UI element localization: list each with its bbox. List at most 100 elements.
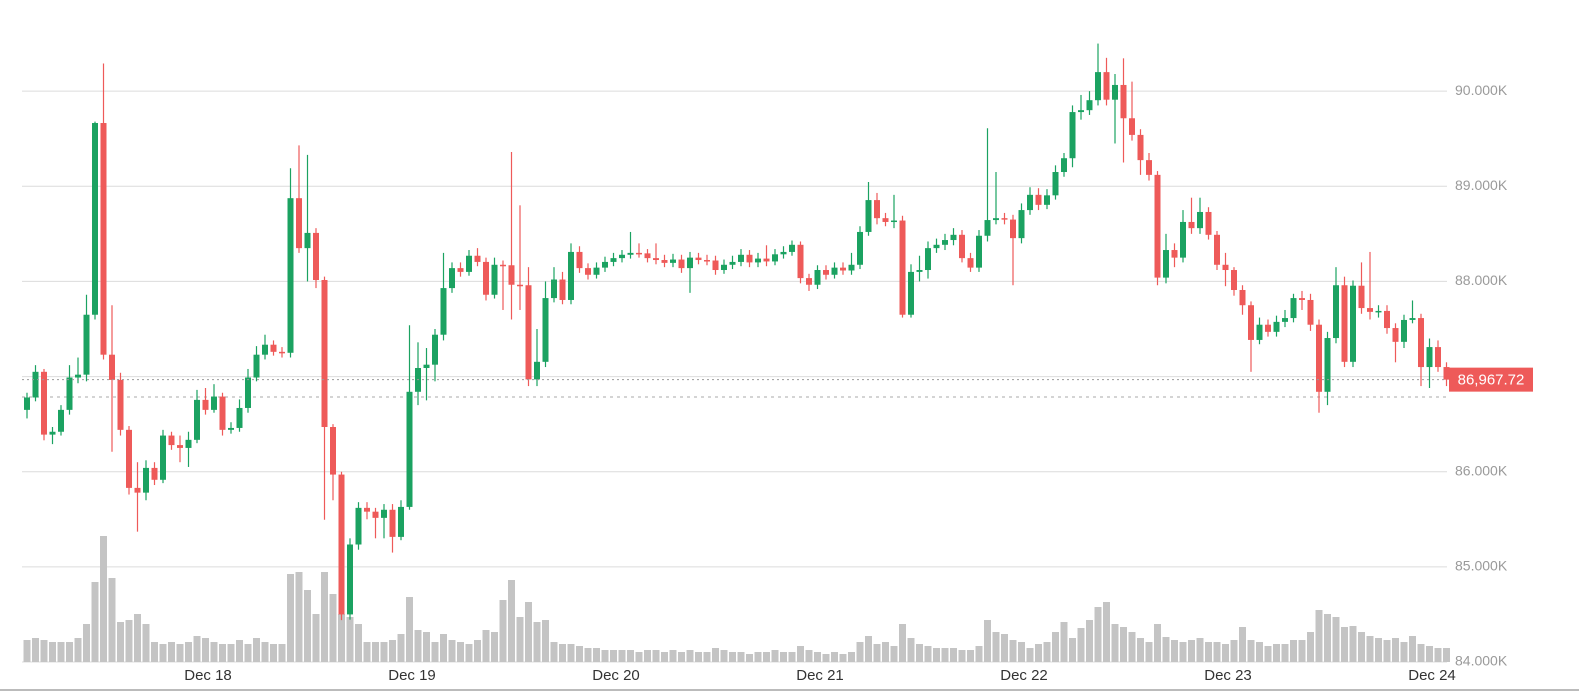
candle-body — [1324, 338, 1331, 392]
x-tick-label: Dec 22 — [1000, 667, 1048, 684]
volume-bar — [746, 654, 753, 662]
candle-body — [1222, 264, 1229, 271]
candle-body — [1426, 347, 1433, 368]
volume-bar — [1366, 636, 1374, 662]
volume-bar — [423, 632, 430, 662]
candle-body — [823, 270, 829, 275]
volume-bar — [1409, 636, 1416, 662]
volume-bar — [559, 644, 566, 662]
volume-bar — [593, 648, 600, 662]
volume-bar — [278, 644, 286, 662]
candle-body — [806, 278, 812, 285]
candle-body — [347, 544, 353, 615]
candle-body — [984, 220, 991, 236]
volume-bar — [193, 636, 201, 662]
candle-body — [177, 445, 183, 448]
candle-body — [228, 427, 234, 430]
candle-body — [313, 232, 319, 281]
candle-body — [882, 218, 889, 222]
candle-body — [1231, 270, 1237, 290]
volume-bar — [1137, 638, 1144, 662]
volume-bar — [754, 652, 762, 662]
candle-body — [763, 258, 770, 262]
candle-body — [789, 244, 795, 252]
candle-body — [449, 268, 455, 289]
candle-body — [661, 260, 668, 263]
volume-bar — [465, 644, 473, 662]
volume-bar — [1392, 638, 1399, 662]
volume-bar — [1009, 640, 1017, 662]
candle-body — [1154, 174, 1161, 278]
volume-bar — [355, 624, 362, 662]
volume-bar — [312, 614, 320, 662]
candle-body — [967, 258, 974, 268]
candle-body — [1409, 318, 1416, 320]
volume-bar — [712, 648, 719, 662]
candle-body — [942, 240, 948, 245]
volume-bar — [516, 617, 524, 662]
candle-body — [695, 257, 702, 261]
volume-bar — [1154, 624, 1161, 662]
volume-bar — [159, 644, 167, 662]
volume-bar — [1264, 646, 1272, 662]
candle-body — [891, 220, 897, 223]
volume-bar — [899, 624, 906, 662]
candle-body — [1129, 118, 1135, 135]
volume-bar — [1001, 634, 1008, 662]
candle-body — [899, 220, 906, 315]
volume-bar — [151, 642, 158, 662]
volume-bar — [329, 594, 337, 662]
volume-bar — [763, 652, 770, 662]
candle-body — [1367, 308, 1373, 312]
candle-body — [287, 198, 294, 353]
candle-body — [1001, 218, 1008, 220]
candle-body — [916, 270, 923, 272]
candle-body — [1137, 134, 1144, 161]
candle-body — [933, 244, 940, 249]
candle-body — [1273, 321, 1280, 332]
volume-bar — [1290, 640, 1297, 662]
volume-bar — [508, 580, 515, 662]
volume-bar — [176, 644, 184, 662]
volume-bar — [1205, 642, 1212, 662]
volume-bar — [32, 638, 39, 662]
x-tick-label: Dec 24 — [1408, 667, 1456, 684]
volume-bar — [431, 642, 439, 662]
volume-bar — [533, 622, 541, 662]
volume-bar — [1179, 642, 1187, 662]
volume-bar — [848, 652, 855, 662]
volume-bar — [57, 642, 65, 662]
volume-bar — [1213, 642, 1221, 662]
volume-bar — [652, 650, 660, 662]
volume-bar — [950, 648, 957, 662]
candle-body — [194, 399, 200, 440]
volume-bar — [457, 642, 464, 662]
volume-bar — [967, 650, 974, 662]
volume-bar — [380, 642, 388, 662]
volume-bar — [499, 600, 507, 662]
volume-bar — [1443, 648, 1450, 662]
candle-body — [321, 280, 328, 427]
candle-body — [1299, 298, 1305, 300]
volume-bar — [644, 650, 651, 662]
volume-bar — [1417, 644, 1425, 662]
candle-body — [1214, 234, 1220, 265]
candle-body — [236, 407, 243, 428]
candle-body — [1341, 285, 1348, 362]
volume-bar — [448, 640, 456, 662]
volume-bar — [686, 650, 694, 662]
candle-body — [738, 254, 744, 262]
candle-body — [372, 511, 379, 518]
candle-body — [1392, 328, 1399, 342]
volume-bar — [1256, 642, 1263, 662]
candle-body — [500, 264, 506, 267]
candle-body — [729, 261, 736, 265]
volume-bar — [737, 652, 745, 662]
candle-body — [1205, 211, 1212, 235]
volume-bar — [924, 646, 932, 662]
candle-body — [874, 200, 880, 219]
candle-body — [41, 371, 47, 435]
candle-body — [1265, 324, 1271, 332]
volume-bar — [1103, 602, 1110, 662]
candle-body — [1282, 318, 1288, 322]
